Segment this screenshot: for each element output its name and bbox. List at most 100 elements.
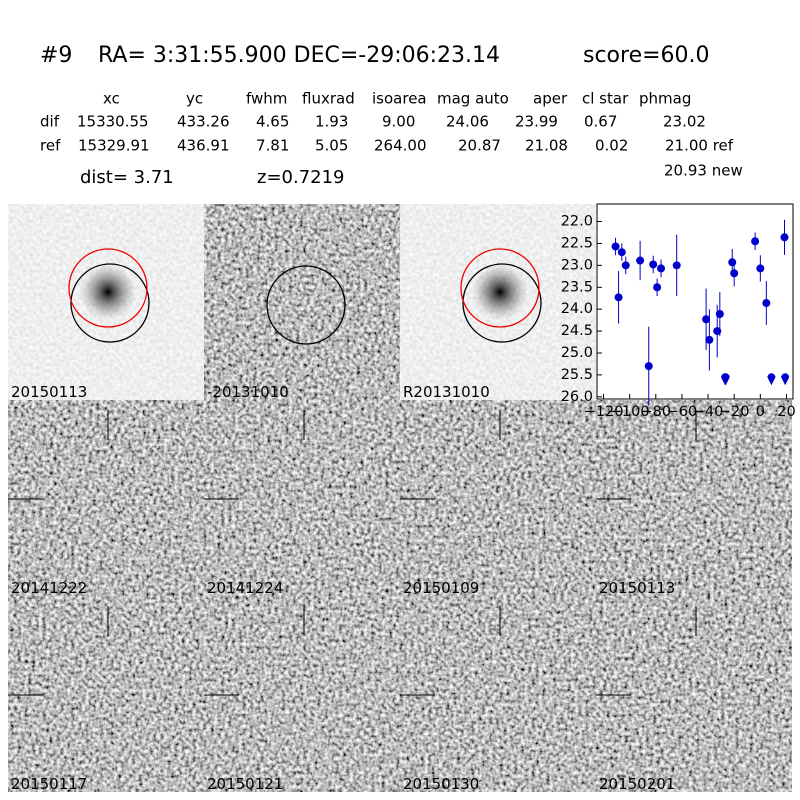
image-panel: 20150117 <box>7 595 205 793</box>
y-tick-label: 23.5 <box>561 279 593 295</box>
table-cell: 264.00 <box>374 137 427 155</box>
point <box>713 327 722 336</box>
column-header: fwhm <box>246 90 287 108</box>
column-header: mag auto <box>437 90 509 108</box>
point <box>672 261 681 270</box>
table-cell: 21.08 <box>525 137 568 155</box>
panel-image <box>203 399 401 597</box>
table-cell: 21.00 ref <box>665 137 734 155</box>
point <box>636 256 645 265</box>
aperture-black <box>70 263 150 343</box>
panel-label: 20150113 <box>599 579 675 597</box>
plot-frame <box>596 203 794 400</box>
column-header: cl star <box>582 90 629 108</box>
table-cell: 9.00 <box>382 113 415 131</box>
table-cell: dif <box>40 113 60 131</box>
panel-label: 20150109 <box>403 579 479 597</box>
table-cell: 4.65 <box>256 113 289 131</box>
new-mag: 20.93 new <box>664 162 743 180</box>
y-tick-label: 26.0 <box>561 389 593 405</box>
aperture-red <box>460 248 540 328</box>
distance: dist= 3.71 <box>80 167 174 188</box>
point <box>621 261 630 270</box>
table-cell: 7.81 <box>256 137 289 155</box>
panel-image <box>7 399 205 597</box>
y-tick-label: 23.0 <box>561 257 593 273</box>
panel-label: 20141222 <box>11 579 87 597</box>
y-tick-label: 25.0 <box>561 345 593 361</box>
table-cell: 15330.55 <box>77 113 149 131</box>
panel-image <box>399 595 597 793</box>
table-cell: 1.93 <box>315 113 348 131</box>
panel-label: 20150201 <box>599 775 675 793</box>
upper-limit <box>767 373 776 386</box>
y-tick-label: 25.5 <box>561 367 593 383</box>
table-cell: 0.02 <box>595 137 628 155</box>
x-tick-label: 0 <box>756 404 765 420</box>
panel-image <box>7 595 205 793</box>
image-panel: 20150201 <box>595 595 793 793</box>
column-header: phmag <box>639 90 691 108</box>
table-cell: 5.05 <box>315 137 348 155</box>
panel-image <box>203 203 401 401</box>
coordinates: RA= 3:31:55.900 DEC=-29:06:23.14 <box>98 43 500 68</box>
image-panel: 20141222 <box>7 399 205 597</box>
panel-label: R20131010 <box>403 383 490 401</box>
x-tick-label: −40 <box>693 404 724 420</box>
source-blob <box>80 264 136 320</box>
x-tick-label: −60 <box>667 404 698 420</box>
panel-image <box>595 399 793 597</box>
panel-label: 20150117 <box>11 775 87 793</box>
image-panel: 20150130 <box>399 595 597 793</box>
panel-label: 20141224 <box>207 579 283 597</box>
y-tick-label: 22.5 <box>561 235 593 251</box>
y-tick-label: 22.0 <box>561 214 593 230</box>
image-panel: 20141224 <box>203 399 401 597</box>
panel-label: 20150130 <box>403 775 479 793</box>
table-cell: 23.99 <box>515 113 558 131</box>
panel-image <box>203 595 401 793</box>
table-cell: 23.02 <box>663 113 706 131</box>
table-cell: 433.26 <box>177 113 230 131</box>
point <box>649 260 658 269</box>
y-tick-label: 24.0 <box>561 301 593 317</box>
x-tick-label: −120 <box>584 404 624 420</box>
point <box>751 237 760 246</box>
table-cell: 0.67 <box>584 113 617 131</box>
panel-label: 20150121 <box>207 775 283 793</box>
candidate-id: #9 <box>40 43 72 68</box>
column-header: xc <box>103 90 120 108</box>
aperture-red <box>68 248 148 328</box>
point <box>653 283 662 292</box>
point <box>756 264 765 273</box>
point <box>657 264 666 273</box>
table-cell: 24.06 <box>446 113 489 131</box>
image-panel: 20150121 <box>203 595 401 793</box>
point <box>611 242 620 251</box>
table-cell: 436.91 <box>177 137 230 155</box>
upper-limit <box>721 373 730 386</box>
image-panel: -20131010 <box>203 203 401 401</box>
point <box>728 258 737 267</box>
panel-label: 20150113 <box>11 383 87 401</box>
point <box>762 299 771 308</box>
point <box>730 269 739 278</box>
column-header: yc <box>186 90 203 108</box>
image-panel: 20150113 <box>7 203 205 401</box>
table-cell: 20.87 <box>458 137 501 155</box>
x-tick-label: −80 <box>640 404 671 420</box>
column-header: aper <box>533 90 568 108</box>
point <box>715 309 724 318</box>
point <box>644 362 653 371</box>
aperture-black <box>266 265 346 345</box>
x-tick-label: −100 <box>610 404 650 420</box>
table-cell: ref <box>40 137 61 155</box>
redshift: z=0.7219 <box>257 167 345 188</box>
x-tick-label: −20 <box>719 404 750 420</box>
point <box>702 315 711 324</box>
point <box>617 248 626 257</box>
point <box>614 293 623 302</box>
point <box>705 335 714 344</box>
source-blob <box>472 264 528 320</box>
